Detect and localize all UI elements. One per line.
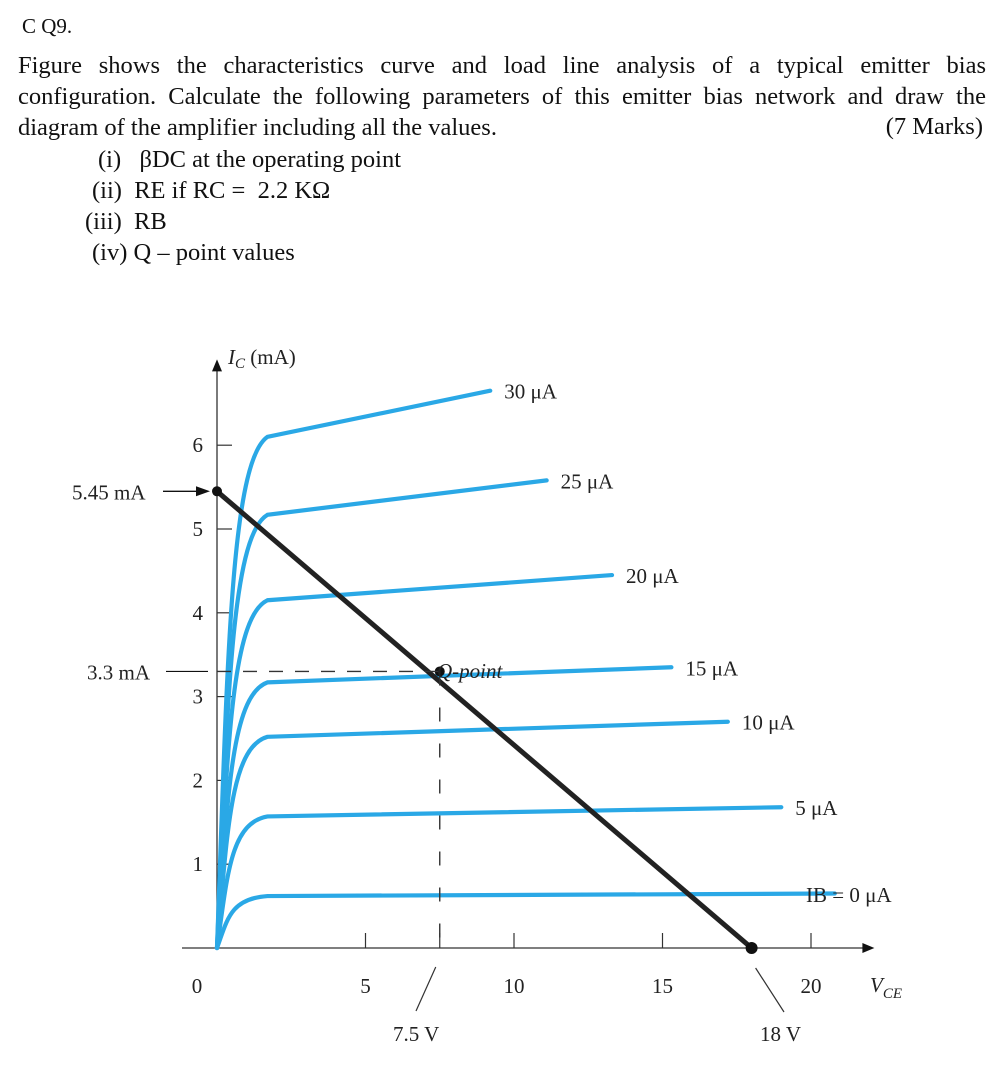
characteristic-curve xyxy=(214,719,730,951)
sub-question-text: βDC at the operating point xyxy=(139,146,402,173)
question-number: C Q9. xyxy=(22,14,73,38)
x-tick-label: 20 xyxy=(801,974,822,998)
chart-curves xyxy=(214,388,837,951)
ic-sat-label: 5.45 mA xyxy=(72,480,146,504)
y-axis-arrow-icon xyxy=(212,359,222,372)
y-axis-title: IC (mA) xyxy=(227,345,296,372)
y-tick-label: 2 xyxy=(193,768,204,792)
curve-label: 30 μA xyxy=(504,380,558,404)
vce-q-lead-line xyxy=(415,966,437,1012)
curve-label: 15 μA xyxy=(685,656,739,680)
characteristic-curve xyxy=(214,665,674,951)
load-line-group xyxy=(212,486,758,954)
characteristic-curve xyxy=(214,388,493,951)
y-tick-label: 3 xyxy=(193,685,204,709)
x-tick-label: 0 xyxy=(192,974,203,998)
sub-question-text: RB xyxy=(134,208,167,235)
sub-question-num: (i) xyxy=(98,146,122,173)
characteristic-curve xyxy=(214,805,784,951)
sub-question-3: (iii) RB xyxy=(82,206,401,237)
sub-question-num: (iv) xyxy=(92,239,128,266)
load-line xyxy=(215,489,754,950)
y-tick-label: 1 xyxy=(193,852,204,876)
characteristic-curve xyxy=(214,478,549,951)
question-text: Figure shows the characteristics curve a… xyxy=(18,52,986,141)
x-axis-title: VCE xyxy=(870,973,902,1002)
x-tick-label: 10 xyxy=(504,974,525,998)
y-tick-label: 6 xyxy=(193,433,204,457)
chart-axes: 1 2 3 4 5 6 0 5 10 15 20 xyxy=(182,359,875,998)
x-tick-label: 15 xyxy=(652,974,673,998)
sub-question-num: (ii) xyxy=(92,177,122,204)
ic-q-label: 3.3 mA xyxy=(87,660,151,684)
vce-cutoff-label: 18 V xyxy=(760,1022,801,1046)
sub-question-num: (iii) xyxy=(85,208,122,235)
sub-question-1: (i) βDC at the operating point xyxy=(82,144,401,175)
curve-label: 20 μA xyxy=(626,564,680,588)
cutoff-point-dot xyxy=(745,942,758,954)
curve-label: 5 μA xyxy=(795,796,838,820)
curve-label: 10 μA xyxy=(742,711,796,735)
x-tick-label: 5 xyxy=(360,974,371,998)
y-tick-label: 4 xyxy=(193,601,204,625)
saturation-point-dot xyxy=(212,486,222,497)
sub-question-text: Q – point values xyxy=(133,239,295,266)
sub-question-text: RE if RC = 2.2 KΩ xyxy=(134,177,331,204)
sub-question-4: (iv) Q – point values xyxy=(82,237,401,268)
curve-label: IB = 0 μA xyxy=(806,883,892,907)
sub-question-2: (ii) RE if RC = 2.2 KΩ xyxy=(82,175,401,206)
ic-sat-arrow-icon xyxy=(196,486,210,497)
question-marks: (7 Marks) xyxy=(885,113,983,140)
q-point-label: Q-point xyxy=(437,659,503,683)
curve-label: 25 μA xyxy=(561,469,615,493)
y-tick-label: 5 xyxy=(193,517,204,541)
vce-cutoff-lead-line xyxy=(755,967,785,1013)
sub-questions: (i) βDC at the operating point (ii) RE i… xyxy=(82,144,401,268)
characteristic-curve xyxy=(214,572,615,951)
x-axis-arrow-icon xyxy=(862,943,875,953)
vce-q-label: 7.5 V xyxy=(393,1022,439,1046)
